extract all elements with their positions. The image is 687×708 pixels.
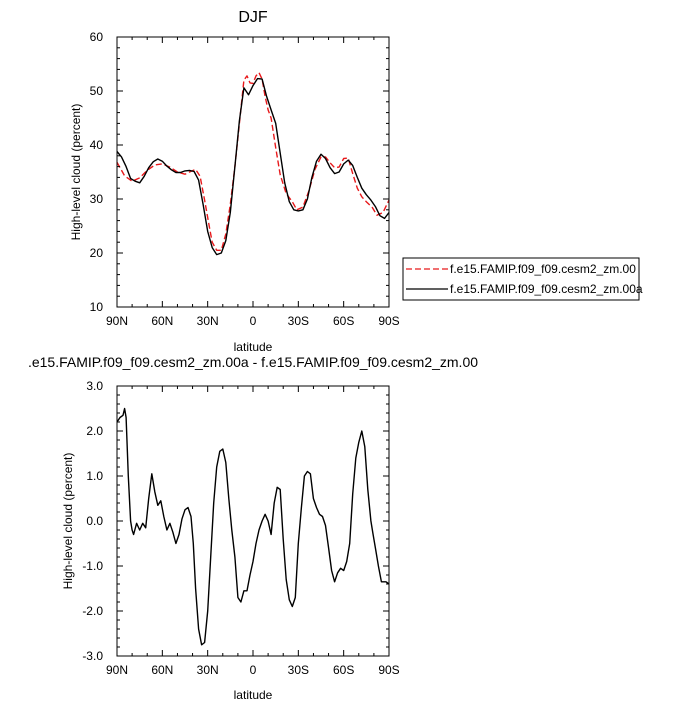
bottom-x-axis-label: latitude	[234, 688, 273, 702]
bottom-x-tick-label: 30N	[197, 663, 219, 677]
top-x-tick-label: 30N	[197, 314, 219, 328]
legend: f.e15.FAMIP.f09_f09.cesm2_zm.00 f.e15.FA…	[402, 257, 643, 301]
top-x-tick-label: 90N	[106, 314, 128, 328]
top-y-tick-label: 40	[90, 138, 104, 152]
top-series-line-1	[116, 77, 390, 256]
bottom-axis-ticks: 90N 60N 30N 0 30S 60S 90S -3.0 -2.0 -1.0 0.0 1.0 2.0…	[82, 379, 399, 677]
legend-label-00a: f.e15.FAMIP.f09_f09.cesm2_zm.00a	[450, 282, 643, 296]
bottom-x-tick-label: 90N	[106, 663, 128, 677]
top-axis-ticks: 90N 60N 30N 0 30S 60S 90S 10 20 30 40 50 60	[90, 30, 400, 328]
top-y-tick-label: 30	[90, 192, 104, 206]
bottom-y-axis-label: High-level cloud (percent)	[61, 453, 75, 590]
top-series-layer	[116, 71, 390, 256]
bottom-x-tick-label: 60N	[151, 663, 173, 677]
bottom-y-tick-label: -3.0	[82, 649, 103, 663]
top-plot-frame	[116, 36, 390, 308]
bottom-series-layer	[116, 407, 390, 646]
bottom-y-tick-label: 2.0	[86, 424, 103, 438]
top-x-tick-label: 60S	[333, 314, 354, 328]
top-x-tick-label: 0	[250, 314, 257, 328]
bottom-x-tick-label: 60S	[333, 663, 354, 677]
top-y-axis-label: High-level cloud (percent)	[69, 104, 83, 241]
bottom-y-tick-label: -1.0	[82, 559, 103, 573]
bottom-x-tick-label: 90S	[378, 663, 399, 677]
bottom-panel: .e15.FAMIP.f09_f09.cesm2_zm.00a - f.e15.…	[28, 354, 478, 702]
top-x-tick-label: 30S	[288, 314, 309, 328]
top-series-line-0	[116, 71, 390, 252]
bottom-series-line-0	[116, 407, 390, 646]
bottom-plot-frame	[116, 385, 390, 657]
top-panel: DJF 90N 60N 30N 0 30S 60S 90S 10 20 30 40 50 60 lati…	[69, 9, 643, 354]
bottom-y-tick-label: 0.0	[86, 514, 103, 528]
top-x-tick-label: 90S	[378, 314, 399, 328]
top-y-tick-label: 10	[90, 300, 104, 314]
top-chart-title: DJF	[238, 9, 268, 26]
bottom-y-tick-label: 3.0	[86, 379, 103, 393]
bottom-chart-title: .e15.FAMIP.f09_f09.cesm2_zm.00a - f.e15.…	[28, 354, 478, 370]
legend-box	[402, 257, 640, 301]
legend-label-00: f.e15.FAMIP.f09_f09.cesm2_zm.00	[450, 262, 636, 276]
bottom-x-tick-label: 0	[250, 663, 257, 677]
top-y-tick-label: 50	[90, 84, 104, 98]
top-y-tick-label: 20	[90, 246, 104, 260]
bottom-y-tick-label: -2.0	[82, 604, 103, 618]
top-x-tick-label: 60N	[151, 314, 173, 328]
bottom-y-tick-label: 1.0	[86, 469, 103, 483]
top-x-axis-label: latitude	[234, 340, 273, 354]
top-y-tick-label: 60	[90, 30, 104, 44]
bottom-x-tick-label: 30S	[288, 663, 309, 677]
